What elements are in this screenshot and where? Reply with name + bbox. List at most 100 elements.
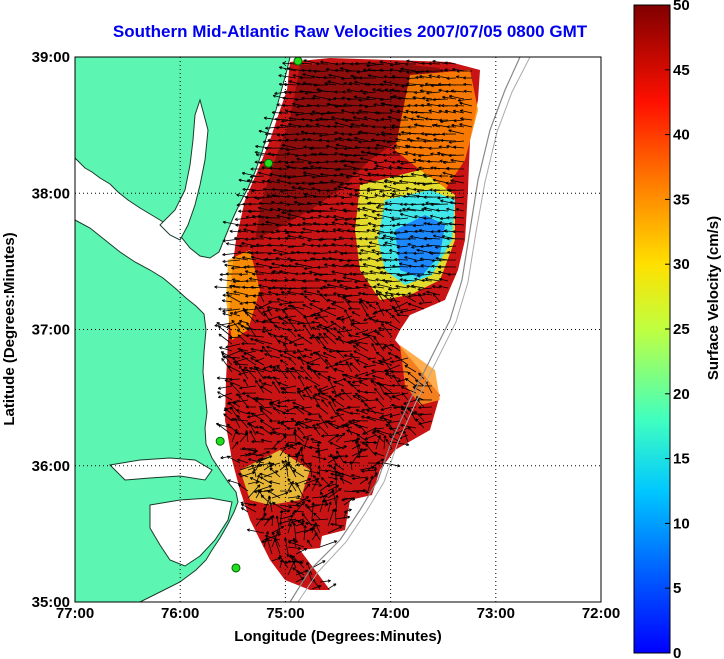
velocity-arrow <box>279 359 289 366</box>
velocity-arrow <box>356 433 369 443</box>
velocity-arrow <box>221 299 233 303</box>
velocity-arrow <box>439 159 449 163</box>
velocity-arrow <box>327 434 340 443</box>
velocity-arrow <box>400 161 417 165</box>
velocity-arrow <box>379 224 393 228</box>
velocity-arrow <box>287 257 297 261</box>
velocity-arrow <box>255 153 265 157</box>
velocity-arrow <box>287 453 291 464</box>
velocity-arrow <box>222 312 233 317</box>
velocity-arrow <box>247 452 265 457</box>
velocity-arrow <box>349 125 361 129</box>
velocity-arrow <box>385 423 401 436</box>
velocity-arrow <box>287 442 298 450</box>
velocity-arrow <box>359 76 376 80</box>
velocity-arrow <box>343 82 353 86</box>
velocity-arrow <box>298 209 313 213</box>
velocity-arrow <box>324 222 337 226</box>
velocity-arrow <box>234 417 241 429</box>
velocity-arrow <box>286 398 297 403</box>
velocity-arrow <box>288 300 305 304</box>
velocity-arrow <box>368 304 377 310</box>
velocity-arrow <box>311 110 321 114</box>
velocity-arrow <box>348 193 361 198</box>
velocity-arrow <box>391 314 401 324</box>
velocity-arrow <box>272 381 281 394</box>
velocity-arrow <box>407 426 417 436</box>
velocity-arrow <box>391 75 409 79</box>
velocity-arrow <box>348 81 361 86</box>
velocity-arrow <box>418 405 433 410</box>
velocity-arrow <box>459 101 473 107</box>
velocity-arrow <box>338 316 345 324</box>
velocity-arrow <box>374 193 385 198</box>
velocity-arrow <box>396 109 409 114</box>
velocity-arrow <box>288 116 305 121</box>
velocity-arrow <box>337 228 353 233</box>
velocity-arrow <box>316 104 329 108</box>
velocity-arrow <box>418 301 433 305</box>
velocity-arrow <box>296 390 305 401</box>
velocity-arrow <box>383 258 401 262</box>
velocity-arrow <box>374 387 385 401</box>
velocity-arrow <box>359 490 369 494</box>
velocity-arrow <box>434 123 449 128</box>
velocity-arrow <box>342 159 361 163</box>
velocity-arrow <box>376 283 393 289</box>
velocity-arrow <box>297 334 313 345</box>
velocity-arrow <box>272 248 289 254</box>
velocity-arrow <box>318 332 329 345</box>
velocity-arrow <box>301 279 320 283</box>
velocity-arrow <box>355 359 369 366</box>
velocity-arrow <box>391 403 401 408</box>
velocity-arrow <box>366 409 385 415</box>
velocity-arrow <box>295 500 305 513</box>
velocity-arrow <box>334 470 353 478</box>
velocity-arrow <box>350 202 369 206</box>
velocity-arrow <box>415 418 425 429</box>
velocity-arrow <box>432 293 441 303</box>
velocity-arrow <box>432 97 449 102</box>
velocity-arrow <box>297 427 305 436</box>
velocity-arrow <box>424 133 441 137</box>
velocity-arrow <box>284 337 297 345</box>
velocity-arrow <box>404 364 417 373</box>
velocity-arrow <box>412 224 425 228</box>
velocity-arrow <box>216 322 233 331</box>
velocity-arrow <box>356 244 369 249</box>
velocity-arrow <box>354 371 369 377</box>
velocity-arrow <box>273 279 289 283</box>
velocity-arrow <box>389 413 401 418</box>
velocity-arrow <box>298 186 313 191</box>
velocity-arrow <box>423 236 441 240</box>
velocity-arrow <box>354 188 369 193</box>
velocity-arrow <box>363 116 377 121</box>
velocity-arrow <box>293 431 305 443</box>
velocity-arrow <box>343 251 360 255</box>
velocity-arrow <box>275 292 289 297</box>
velocity-arrow <box>292 469 305 478</box>
velocity-arrow <box>308 445 321 450</box>
velocity-arrow <box>268 318 281 331</box>
velocity-arrow <box>343 354 361 359</box>
velocity-arrow <box>363 283 377 289</box>
velocity-arrow <box>403 278 417 282</box>
bathymetry-contour <box>297 57 531 602</box>
velocity-arrow <box>313 69 329 74</box>
velocity-arrow <box>286 165 305 170</box>
velocity-arrow <box>226 322 241 328</box>
velocity-arrow <box>239 349 257 359</box>
velocity-arrow <box>312 474 321 485</box>
velocity-arrow <box>368 201 385 205</box>
velocity-arrow <box>331 263 345 268</box>
velocity-arrow <box>410 172 425 177</box>
velocity-arrow <box>331 390 345 401</box>
velocity-arrow <box>394 355 409 366</box>
velocity-arrow <box>382 343 393 349</box>
velocity-arrow <box>384 207 401 212</box>
velocity-arrow <box>292 401 305 408</box>
velocity-arrow <box>379 97 393 102</box>
velocity-arrow <box>359 89 369 93</box>
velocity-arrow <box>319 180 337 184</box>
velocity-arrow <box>344 373 361 380</box>
